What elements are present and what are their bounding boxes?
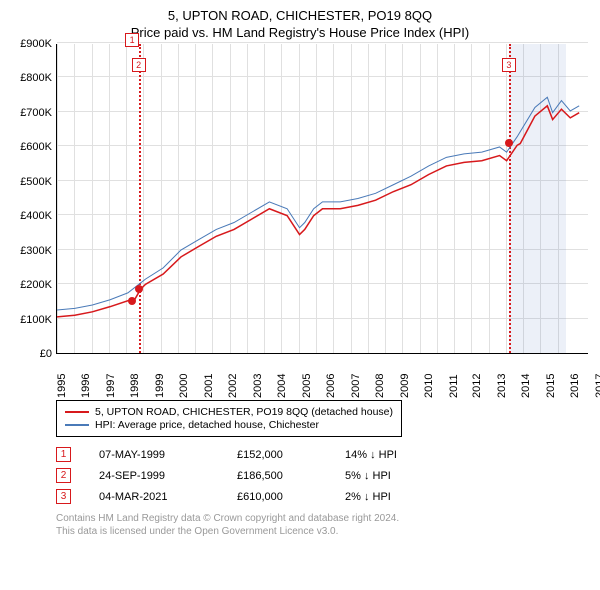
event-row: 1 07-MAY-1999 £152,000 14% ↓ HPI (56, 447, 588, 462)
legend: 5, UPTON ROAD, CHICHESTER, PO19 8QQ (det… (56, 400, 402, 437)
chart-container: 5, UPTON ROAD, CHICHESTER, PO19 8QQ Pric… (0, 0, 600, 546)
chart-wrap: £0£100K£200K£300K£400K£500K£600K£700K£80… (12, 44, 588, 354)
event-dot (135, 285, 143, 293)
title-subtitle: Price paid vs. HM Land Registry's House … (12, 25, 588, 40)
event-line (139, 44, 141, 353)
event-row-badge: 3 (56, 489, 71, 504)
legend-row: HPI: Average price, detached house, Chic… (65, 419, 393, 431)
legend-row: 5, UPTON ROAD, CHICHESTER, PO19 8QQ (det… (65, 406, 393, 418)
event-price: £610,000 (237, 491, 317, 503)
event-diff: 14% ↓ HPI (345, 449, 425, 461)
event-badge: 3 (502, 58, 516, 72)
footer-line-2: This data is licensed under the Open Gov… (56, 525, 588, 538)
x-tick-label: 2017 (594, 374, 600, 398)
forecast-shade (509, 44, 566, 353)
footer-line-1: Contains HM Land Registry data © Crown c… (56, 512, 588, 525)
event-date: 04-MAR-2021 (99, 491, 209, 503)
event-date: 07-MAY-1999 (99, 449, 209, 461)
event-row: 3 04-MAR-2021 £610,000 2% ↓ HPI (56, 489, 588, 504)
event-dot (128, 297, 136, 305)
event-diff: 5% ↓ HPI (345, 470, 425, 482)
series-hpi (57, 97, 579, 310)
event-row: 2 24-SEP-1999 £186,500 5% ↓ HPI (56, 468, 588, 483)
legend-swatch (65, 411, 89, 413)
event-row-badge: 1 (56, 447, 71, 462)
event-price: £152,000 (237, 449, 317, 461)
y-axis-labels: £0£100K£200K£300K£400K£500K£600K£700K£80… (12, 44, 56, 354)
event-dot (505, 139, 513, 147)
event-diff: 2% ↓ HPI (345, 491, 425, 503)
event-price: £186,500 (237, 470, 317, 482)
event-date: 24-SEP-1999 (99, 470, 209, 482)
title-address: 5, UPTON ROAD, CHICHESTER, PO19 8QQ (12, 8, 588, 23)
legend-label: 5, UPTON ROAD, CHICHESTER, PO19 8QQ (det… (95, 406, 393, 418)
event-line (509, 44, 511, 353)
plot-area: 123 (56, 44, 588, 354)
event-badge: 2 (132, 58, 146, 72)
event-badge: 1 (125, 33, 139, 47)
event-row-badge: 2 (56, 468, 71, 483)
titles: 5, UPTON ROAD, CHICHESTER, PO19 8QQ Pric… (12, 8, 588, 40)
events-table: 1 07-MAY-1999 £152,000 14% ↓ HPI 2 24-SEP-199… (56, 447, 588, 504)
footer: Contains HM Land Registry data © Crown c… (56, 512, 588, 538)
legend-swatch (65, 424, 89, 426)
x-axis-labels: 1995199619971998199920002001200220032004… (56, 354, 588, 392)
legend-label: HPI: Average price, detached house, Chic… (95, 419, 319, 431)
